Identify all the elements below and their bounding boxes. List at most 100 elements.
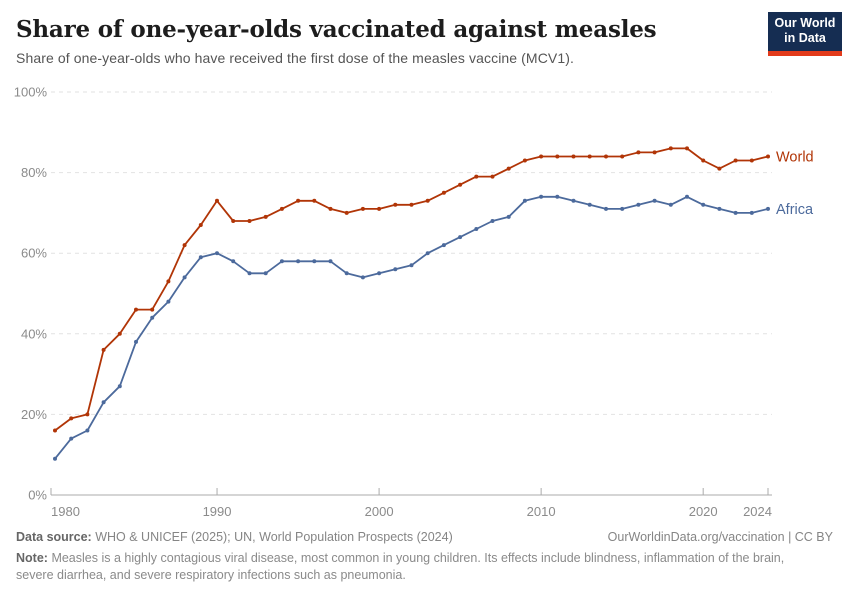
data-point bbox=[749, 158, 754, 163]
x-tick-label: 1990 bbox=[203, 504, 232, 519]
data-point bbox=[117, 384, 122, 389]
y-tick-label: 60% bbox=[21, 246, 47, 261]
page-subtitle: Share of one-year-olds who have received… bbox=[16, 50, 574, 66]
series-line-africa bbox=[54, 195, 769, 460]
data-point bbox=[620, 154, 625, 159]
series-world bbox=[53, 146, 770, 433]
data-point bbox=[506, 214, 511, 219]
data-point bbox=[506, 166, 511, 171]
chart-note: Note: Measles is a highly contagious vir… bbox=[16, 550, 816, 584]
data-point bbox=[296, 259, 301, 264]
data-point bbox=[604, 206, 608, 211]
y-tick-label: 80% bbox=[21, 165, 47, 180]
data-point bbox=[328, 206, 333, 211]
y-tick-label: 100% bbox=[14, 85, 48, 100]
data-point bbox=[409, 263, 414, 268]
data-point bbox=[134, 307, 138, 312]
y-tick-label: 20% bbox=[21, 407, 47, 422]
data-point bbox=[620, 206, 625, 211]
data-point bbox=[53, 456, 57, 461]
data-point bbox=[393, 267, 398, 272]
data-point bbox=[360, 206, 365, 211]
data-point bbox=[247, 271, 252, 276]
data-point bbox=[555, 194, 560, 199]
data-point bbox=[85, 412, 90, 417]
data-point bbox=[474, 174, 479, 179]
data-point bbox=[117, 331, 122, 336]
data-point bbox=[701, 158, 706, 163]
data-point bbox=[344, 271, 349, 276]
data-point bbox=[409, 202, 414, 207]
data-point bbox=[490, 219, 495, 223]
series-africa bbox=[53, 194, 770, 461]
data-source-label: Data source: bbox=[16, 530, 92, 544]
data-point bbox=[604, 154, 608, 159]
data-point bbox=[571, 154, 576, 159]
data-point bbox=[425, 198, 430, 203]
chart-footer: Data source: WHO & UNICEF (2025); UN, Wo… bbox=[16, 529, 833, 584]
data-point bbox=[652, 198, 657, 203]
data-point bbox=[636, 150, 641, 155]
y-tick-label: 40% bbox=[21, 326, 47, 341]
data-point bbox=[522, 198, 527, 203]
x-tick-label: 2020 bbox=[689, 504, 718, 519]
x-tick-label: 2010 bbox=[527, 504, 556, 519]
page-title: Share of one-year-olds vaccinated agains… bbox=[16, 16, 657, 43]
data-point bbox=[231, 259, 236, 264]
data-point bbox=[166, 299, 171, 304]
x-tick-label: 2000 bbox=[365, 504, 394, 519]
data-point bbox=[360, 275, 365, 280]
x-tick-label: 2024 bbox=[743, 504, 772, 519]
data-point bbox=[215, 198, 219, 203]
data-point bbox=[668, 146, 673, 151]
data-point bbox=[425, 251, 430, 256]
data-point bbox=[263, 214, 268, 219]
data-point bbox=[150, 307, 155, 312]
data-point bbox=[279, 259, 284, 264]
line-chart-canvas: 0% 20% 40% 60% 80% 100% 1980 1990 2000 2010 2020 20… bbox=[14, 85, 814, 520]
owid-logo-line1: Our World bbox=[774, 16, 836, 30]
data-source-text: WHO & UNICEF (2025); UN, World Populatio… bbox=[95, 530, 453, 544]
data-point bbox=[85, 428, 90, 433]
data-point bbox=[247, 219, 252, 223]
data-point bbox=[587, 202, 592, 207]
series-line-world bbox=[54, 147, 769, 432]
data-point bbox=[69, 436, 74, 441]
data-point bbox=[555, 154, 560, 159]
data-point bbox=[231, 219, 236, 223]
data-point bbox=[749, 210, 754, 215]
data-point bbox=[685, 194, 689, 199]
x-tick-label: 1980 bbox=[51, 504, 80, 519]
note-text: Measles is a highly contagious viral dis… bbox=[16, 551, 785, 582]
owid-logo[interactable]: Our World in Data bbox=[768, 12, 842, 56]
data-point bbox=[198, 223, 203, 227]
license-link[interactable]: OurWorldinData.org/vaccination | CC BY bbox=[607, 530, 833, 544]
data-point bbox=[717, 166, 722, 171]
data-point bbox=[539, 194, 544, 199]
series-label-africa: Africa bbox=[776, 202, 814, 218]
data-point bbox=[766, 206, 770, 211]
data-point bbox=[571, 198, 576, 203]
data-point bbox=[198, 255, 203, 260]
data-point bbox=[701, 202, 706, 207]
owid-logo-red-bar bbox=[768, 51, 842, 56]
data-point bbox=[733, 158, 738, 163]
data-point bbox=[69, 416, 74, 421]
data-point bbox=[377, 206, 382, 211]
data-point bbox=[182, 243, 187, 248]
data-point bbox=[766, 154, 770, 159]
data-point bbox=[717, 206, 722, 211]
data-point bbox=[182, 275, 187, 280]
data-point bbox=[539, 154, 544, 159]
data-point bbox=[490, 174, 495, 179]
data-point bbox=[296, 198, 301, 203]
y-tick-label: 0% bbox=[28, 488, 47, 503]
note-label: Note: bbox=[16, 551, 48, 565]
data-point bbox=[166, 279, 171, 284]
data-point bbox=[312, 198, 317, 203]
data-point bbox=[344, 210, 349, 215]
data-point bbox=[101, 400, 106, 405]
data-point bbox=[215, 251, 219, 256]
data-point bbox=[101, 347, 106, 352]
data-source: Data source: WHO & UNICEF (2025); UN, Wo… bbox=[16, 529, 453, 546]
